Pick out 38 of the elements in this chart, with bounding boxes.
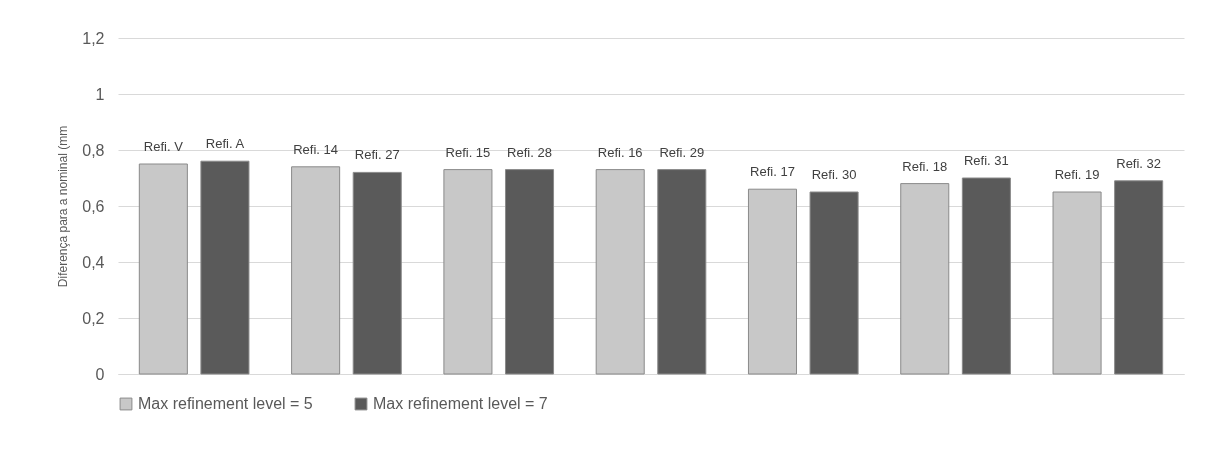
bar [900, 183, 950, 375]
annotation: Refi. 32 [1116, 155, 1162, 171]
bar [595, 169, 645, 375]
y-tick-label: 1,2 [82, 29, 105, 47]
bar [352, 171, 402, 375]
bar [291, 166, 341, 375]
legend-label: Max refinement level = 7 [373, 395, 548, 412]
bar [809, 191, 859, 375]
annotation: Refi. 18 [902, 158, 948, 174]
legend-label: Max refinement level = 5 [138, 395, 313, 412]
annotation: Refi. 29 [659, 144, 705, 160]
annotation: Refi. A [205, 136, 245, 152]
annotation: Refi. 19 [1054, 167, 1100, 182]
y-tick-label: 1 [95, 85, 105, 103]
bar [138, 163, 188, 375]
y-axis-title: Diferença para a nominal (mm [56, 125, 71, 288]
annotation: Refi. 28 [507, 144, 552, 160]
y-tick-label: 0,2 [82, 309, 105, 327]
annotation: Refi. 16 [597, 144, 643, 160]
y-tick-label: 0,6 [82, 197, 105, 215]
y-tick-label: 0,4 [82, 253, 105, 271]
bar [1052, 191, 1102, 375]
annotation: Refi. 27 [354, 147, 400, 163]
annotation: Refi. V [143, 139, 184, 154]
bar [747, 188, 798, 375]
y-tick-label: 0 [95, 365, 105, 383]
bar [1114, 180, 1164, 375]
y-tick-label: 0,8 [82, 141, 105, 159]
annotation: Refi. 14 [293, 141, 339, 157]
bar [657, 169, 707, 375]
annotation: Refi. 15 [445, 144, 491, 160]
annotation: Refi. 30 [811, 167, 857, 182]
bar [443, 169, 493, 375]
bar [961, 177, 1011, 375]
bar [200, 160, 250, 375]
annotation: Refi. 31 [963, 153, 1009, 168]
bar [504, 169, 555, 375]
annotation: Refi. 17 [750, 164, 795, 180]
